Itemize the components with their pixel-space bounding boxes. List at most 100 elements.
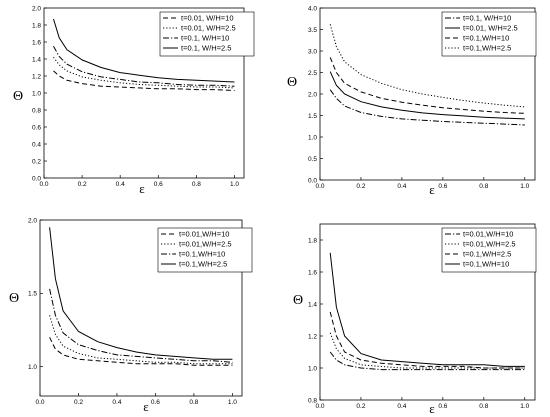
legend-label: t=0.01, W/H=2.5 bbox=[463, 24, 518, 33]
series-line-2 bbox=[329, 71, 525, 120]
x-tick-label: 1.0 bbox=[230, 181, 239, 188]
y-tick-label: 0.6 bbox=[32, 124, 41, 131]
x-tick-label: 0.8 bbox=[189, 399, 198, 406]
chart-panel-2: 0.0 0.2 0.4 0.6 0.8 1.0 0.0 0.5 1.0 1.5 2.0 2.5 3.0 3… bbox=[287, 5, 537, 197]
legend-label: t=0.01,W/H=2.5 bbox=[463, 240, 516, 249]
x-tick-label: 1.0 bbox=[520, 183, 529, 190]
y-tick-label: 2.0 bbox=[28, 217, 37, 224]
series-line-1 bbox=[329, 351, 525, 371]
series-line-2 bbox=[53, 57, 235, 89]
x-tick-label: 0.0 bbox=[315, 403, 324, 410]
y-axis-label: Θ bbox=[293, 293, 303, 308]
series-line-3 bbox=[49, 288, 233, 363]
legend: t=0.01,W/H=10t=0.01,W/H=2.5t=0.1,W/H=2.5… bbox=[441, 227, 537, 273]
legend-label: t=0.1,W/H=10 bbox=[179, 250, 225, 259]
y-tick-label: 1.4 bbox=[32, 56, 41, 63]
y-tick-label: 0.8 bbox=[32, 107, 41, 114]
legend-label: t=0.1,W/H=2.5 bbox=[463, 44, 511, 53]
x-tick-label: 0.2 bbox=[356, 403, 365, 410]
y-tick-label: 1.8 bbox=[32, 22, 41, 29]
legend-box bbox=[157, 227, 253, 273]
y-tick-label: 0.0 bbox=[308, 177, 317, 184]
x-axis-label: ε bbox=[143, 399, 149, 414]
x-axis-label: ε bbox=[429, 401, 435, 416]
x-tick-label: 0.4 bbox=[397, 403, 406, 410]
y-axis-label: Θ bbox=[13, 89, 23, 104]
y-tick-label: 1.5 bbox=[308, 113, 317, 120]
legend-label: t=0.01, W/H=2.5 bbox=[181, 24, 236, 33]
x-tick-label: 0.8 bbox=[479, 183, 488, 190]
x-tick-label: 1.0 bbox=[520, 403, 529, 410]
legend-label: t=0.1, W/H=10 bbox=[463, 14, 511, 23]
chart-panel-1: 0.0 0.2 0.4 0.6 0.8 1.0 0.0 0.2 0.4 0.6 0.8 1.0 1.2 1… bbox=[13, 5, 255, 196]
legend-label: t=0.1,W/H=10 bbox=[463, 34, 509, 43]
series-line-3 bbox=[329, 57, 525, 114]
legend-box bbox=[159, 11, 255, 57]
y-tick-label: 1.6 bbox=[32, 39, 41, 46]
legend-label: t=0.01,W/H=10 bbox=[463, 230, 513, 239]
series-line-2 bbox=[49, 315, 233, 365]
series-line-2 bbox=[329, 332, 525, 369]
y-tick-label: 1.0 bbox=[308, 365, 317, 372]
legend-label: t=0.1,W/H=2.5 bbox=[463, 250, 511, 259]
x-tick-label: 1.0 bbox=[228, 399, 237, 406]
y-tick-label: 0.4 bbox=[32, 141, 41, 148]
legend: t=0.1, W/H=10t=0.01, W/H=2.5t=0.1,W/H=10… bbox=[441, 11, 537, 57]
legend-label: t=0.1,W/H=10 bbox=[463, 260, 509, 269]
y-tick-label: 1.2 bbox=[308, 333, 317, 340]
x-tick-label: 0.4 bbox=[397, 183, 406, 190]
legend-box bbox=[441, 227, 537, 273]
series-line-3 bbox=[53, 46, 235, 87]
legend-label: t=0.01, W/H=10 bbox=[181, 14, 234, 23]
series-line-4 bbox=[53, 18, 235, 83]
x-tick-label: 0.8 bbox=[479, 403, 488, 410]
y-tick-label: 3.5 bbox=[308, 27, 317, 34]
y-tick-label: 1.0 bbox=[32, 90, 41, 97]
x-tick-label: 0.2 bbox=[74, 399, 83, 406]
x-axis-label: ε bbox=[139, 181, 145, 196]
y-tick-label: 1.2 bbox=[32, 73, 41, 80]
y-tick-label: 0.2 bbox=[32, 158, 41, 165]
x-tick-label: 0.8 bbox=[192, 181, 201, 188]
x-tick-label: 0.2 bbox=[356, 183, 365, 190]
y-tick-label: 2.5 bbox=[308, 70, 317, 77]
legend: t=0.01,W/H=10t=0.01,W/H=2.5t=0.1,W/H=10t… bbox=[157, 227, 253, 273]
x-tick-label: 0.6 bbox=[438, 403, 447, 410]
plot-frame bbox=[39, 219, 243, 397]
y-tick-label: 1.4 bbox=[308, 301, 317, 308]
chart-panel-3: 0.0 0.2 0.4 0.6 0.8 1.0 1.0 1.5 2.0 ε Θt=0.01,W/H=… bbox=[9, 217, 253, 414]
series-line-4 bbox=[329, 24, 525, 108]
x-tick-label: 0.6 bbox=[438, 183, 447, 190]
legend-label: t=0.1,W/H=2.5 bbox=[179, 260, 227, 269]
y-tick-label: 1.5 bbox=[28, 291, 37, 298]
y-tick-label: 1.6 bbox=[308, 269, 317, 276]
series-line-3 bbox=[329, 311, 525, 369]
x-tick-label: 0.2 bbox=[78, 181, 87, 188]
legend-label: t=0.01,W/H=10 bbox=[179, 230, 229, 239]
legend: t=0.01, W/H=10t=0.01, W/H=2.5t=0.1, W/H=… bbox=[159, 11, 255, 57]
y-tick-label: 1.8 bbox=[308, 237, 317, 244]
series-line-1 bbox=[329, 89, 525, 126]
y-axis-label: Θ bbox=[9, 291, 19, 306]
x-axis-label: ε bbox=[429, 182, 435, 197]
x-tick-label: 0.0 bbox=[35, 399, 44, 406]
x-tick-label: 0.0 bbox=[39, 181, 48, 188]
series-line-4 bbox=[49, 227, 233, 360]
y-tick-label: 0.0 bbox=[32, 175, 41, 182]
y-tick-label: 0.5 bbox=[308, 156, 317, 163]
y-tick-label: 2.0 bbox=[308, 91, 317, 98]
y-tick-label: 3.0 bbox=[308, 48, 317, 55]
y-tick-label: 1.0 bbox=[308, 134, 317, 141]
x-tick-label: 0.6 bbox=[151, 399, 160, 406]
x-tick-label: 0.4 bbox=[112, 399, 121, 406]
y-tick-label: 2.0 bbox=[32, 5, 41, 12]
x-tick-label: 0.6 bbox=[154, 181, 163, 188]
y-axis-label: Θ bbox=[287, 75, 297, 90]
legend-box bbox=[441, 11, 537, 57]
y-tick-label: 4.0 bbox=[308, 5, 317, 12]
plot-frame bbox=[319, 223, 536, 401]
x-tick-label: 0.4 bbox=[116, 181, 125, 188]
legend-label: t=0.1, W/H=10 bbox=[181, 34, 229, 43]
y-tick-label: 0.8 bbox=[308, 397, 317, 404]
